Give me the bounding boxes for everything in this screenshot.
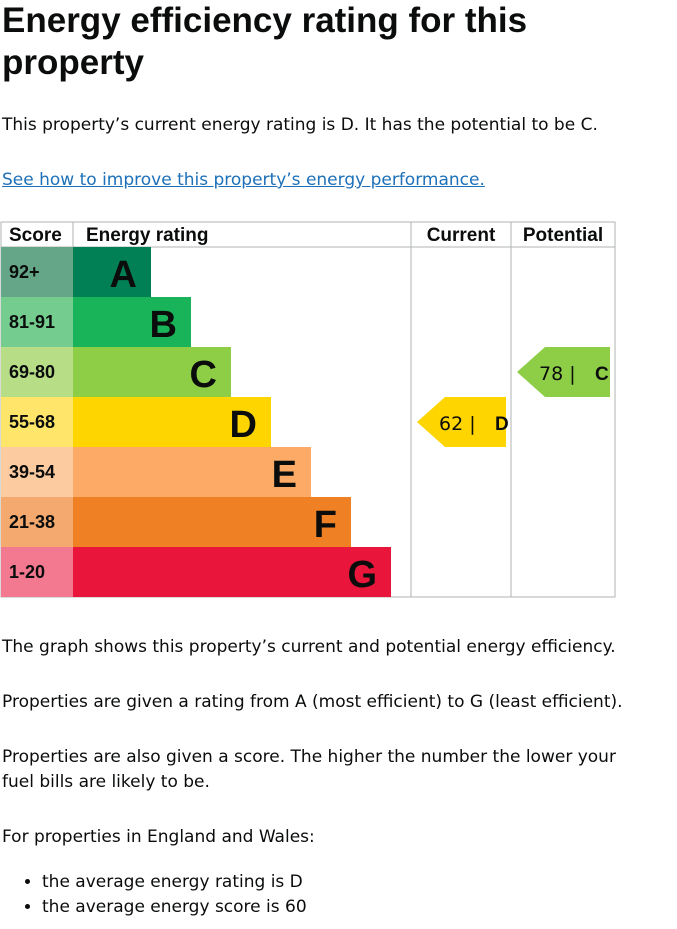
score-range-a: 92+ [9,262,40,282]
header-energy-rating: Energy rating [86,225,208,246]
score-cell-e [1,447,73,497]
score-range-b: 81-91 [9,312,55,332]
potential-score-label: 78 | [539,363,576,385]
score-cell-f [1,497,73,547]
rating-bar-e [73,447,311,497]
current-rating-arrow [417,397,506,447]
score-cell-c [1,347,73,397]
rating-bar-a [73,247,151,297]
rating-summary: This property’s current energy rating is… [2,115,598,135]
potential-band-letter: C [595,364,609,385]
rating-bar-b [73,297,191,347]
potential-rating-arrow [517,347,610,397]
score-range-e: 39-54 [9,462,55,482]
score-cell-g [1,547,73,597]
rating-letter-g: G [347,554,377,596]
rating-letter-b: B [150,304,177,346]
header-current: Current [427,225,496,246]
rating-letter-d: D [230,404,257,446]
average-rating-item: the average energy rating is D [42,870,307,895]
rating-letter-f: F [314,504,337,546]
score-cell-d [1,397,73,447]
improve-performance-link[interactable]: See how to improve this property’s energ… [2,170,485,190]
header-score: Score [9,225,62,246]
energy-rating-chart: Score Energy rating Current Potential 92+ A 81… [0,221,616,598]
score-range-c: 69-80 [9,362,55,382]
rating-letter-a: A [110,254,137,296]
rating-bar-f [73,497,351,547]
graph-explanation: The graph shows this property’s current … [2,637,616,657]
region-note: For properties in England and Wales: [2,827,315,847]
current-band-letter: D [495,414,509,435]
rating-letter-c: C [190,354,217,396]
average-stats-list: the average energy rating is D the avera… [20,870,307,920]
rating-bar-c [73,347,231,397]
score-explanation: Properties are also given a score. The h… [2,747,616,792]
header-potential: Potential [523,225,603,246]
score-cell-a [1,247,73,297]
rating-bar-g [73,547,391,597]
score-range-g: 1-20 [9,562,45,582]
score-cell-b [1,297,73,347]
current-score-label: 62 | [439,413,476,435]
rating-letter-e: E [272,454,297,496]
score-range-d: 55-68 [9,412,55,432]
page-title: Energy efficiency rating for this proper… [2,1,528,82]
score-range-f: 21-38 [9,512,55,532]
average-score-item: the average energy score is 60 [42,895,307,920]
rating-bar-d [73,397,271,447]
rating-explanation: Properties are given a rating from A (mo… [2,692,623,712]
